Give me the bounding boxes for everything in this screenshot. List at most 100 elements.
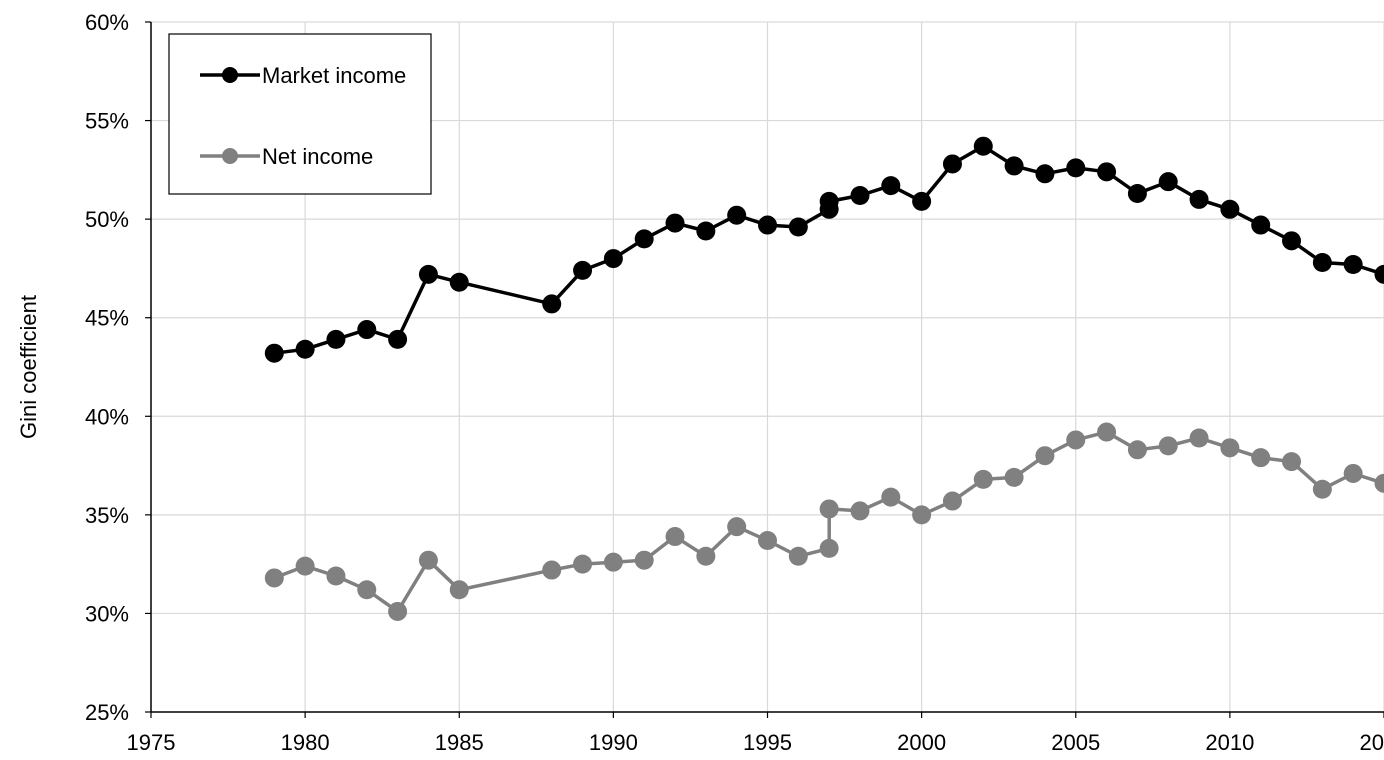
- data-point: [819, 191, 839, 211]
- y-tick-label: 55%: [85, 109, 129, 134]
- series-market-income: [264, 136, 1384, 363]
- data-point: [850, 501, 870, 521]
- y-tick-label: 50%: [85, 207, 129, 232]
- data-point: [942, 491, 962, 511]
- data-point: [449, 272, 469, 292]
- data-point: [788, 546, 808, 566]
- data-point: [1343, 254, 1363, 274]
- data-point: [1004, 467, 1024, 487]
- data-point: [603, 249, 623, 269]
- x-tick-label: 1990: [589, 730, 638, 755]
- data-point: [850, 185, 870, 205]
- data-point: [1035, 164, 1055, 184]
- data-point: [326, 329, 346, 349]
- data-point: [1004, 156, 1024, 176]
- legend-item-market-income: Market income: [200, 63, 406, 88]
- data-point: [758, 530, 777, 550]
- data-point: [1158, 172, 1178, 192]
- data-point: [1374, 473, 1384, 493]
- data-point: [634, 550, 654, 570]
- tick-labels: 1975 1980 1985 1990 1995 2000 2005 2010 2015 25% 3…: [85, 10, 1384, 755]
- data-point: [295, 339, 315, 359]
- data-point: [881, 487, 901, 507]
- axes: [145, 21, 1384, 718]
- series-line: [274, 144, 1384, 355]
- x-tick-label: 1975: [127, 730, 176, 755]
- data-point: [758, 215, 777, 235]
- legend: Market income Net income: [168, 33, 432, 195]
- x-tick-label: 1995: [743, 730, 792, 755]
- y-tick-label: 60%: [85, 10, 129, 35]
- data-point: [973, 469, 993, 489]
- series-group: [264, 136, 1384, 621]
- data-point: [1066, 158, 1086, 178]
- data-point: [665, 527, 685, 547]
- legend-box: [168, 33, 432, 195]
- data-point: [388, 329, 408, 349]
- series-net-income: [264, 422, 1384, 621]
- data-point: [1343, 463, 1363, 483]
- data-point: [573, 260, 593, 280]
- x-tick-label: 1980: [281, 730, 330, 755]
- data-point: [942, 154, 962, 174]
- data-point: [542, 294, 562, 314]
- y-tick-label: 25%: [85, 700, 129, 725]
- data-point: [665, 213, 685, 233]
- y-tick-label: 40%: [85, 404, 129, 429]
- data-point: [573, 554, 593, 574]
- data-point: [881, 176, 901, 196]
- data-point: [1127, 440, 1147, 460]
- data-point: [973, 136, 993, 156]
- x-tick-label: 1985: [435, 730, 484, 755]
- data-point: [1189, 428, 1209, 448]
- data-point: [1127, 184, 1147, 204]
- data-point: [696, 546, 716, 566]
- data-point: [696, 221, 716, 241]
- data-point: [1220, 438, 1240, 458]
- data-point: [1282, 231, 1302, 251]
- data-point: [542, 560, 562, 580]
- data-point: [1312, 479, 1332, 499]
- data-point: [1189, 189, 1209, 209]
- data-point: [727, 205, 747, 225]
- data-point: [912, 505, 932, 525]
- data-point: [357, 580, 377, 600]
- data-point: [603, 552, 623, 572]
- data-point: [819, 538, 839, 558]
- data-point: [912, 191, 932, 211]
- x-tick-label: 2000: [897, 730, 946, 755]
- data-point: [418, 264, 438, 284]
- data-point: [264, 568, 284, 588]
- data-point: [1251, 215, 1271, 235]
- gridlines: [151, 21, 1384, 712]
- data-point: [1220, 199, 1240, 219]
- y-tick-label: 35%: [85, 503, 129, 528]
- data-point: [1035, 446, 1055, 466]
- data-point: [326, 566, 346, 586]
- legend-swatch-marker: [222, 148, 238, 164]
- data-point: [388, 601, 408, 621]
- y-tick-label: 45%: [85, 306, 129, 331]
- legend-label-net-income: Net income: [262, 144, 373, 169]
- data-point: [634, 229, 654, 249]
- series-line: [273, 430, 1384, 614]
- data-point: [1251, 448, 1271, 468]
- data-point: [357, 320, 377, 340]
- data-point: [1097, 422, 1117, 442]
- data-point: [819, 499, 839, 519]
- data-point: [1312, 253, 1332, 273]
- x-tick-label: 2010: [1205, 730, 1254, 755]
- data-point: [727, 517, 747, 537]
- legend-label-market-income: Market income: [262, 63, 406, 88]
- data-point: [788, 217, 808, 237]
- x-tick-label: 2005: [1051, 730, 1100, 755]
- legend-item-net-income: Net income: [200, 144, 373, 169]
- y-axis-title: Gini coefficient: [16, 295, 41, 439]
- data-point: [1158, 436, 1178, 456]
- data-point: [264, 343, 284, 363]
- data-point: [1066, 430, 1086, 450]
- legend-swatch-marker: [222, 67, 238, 83]
- data-point: [1374, 264, 1384, 284]
- data-point: [418, 550, 438, 570]
